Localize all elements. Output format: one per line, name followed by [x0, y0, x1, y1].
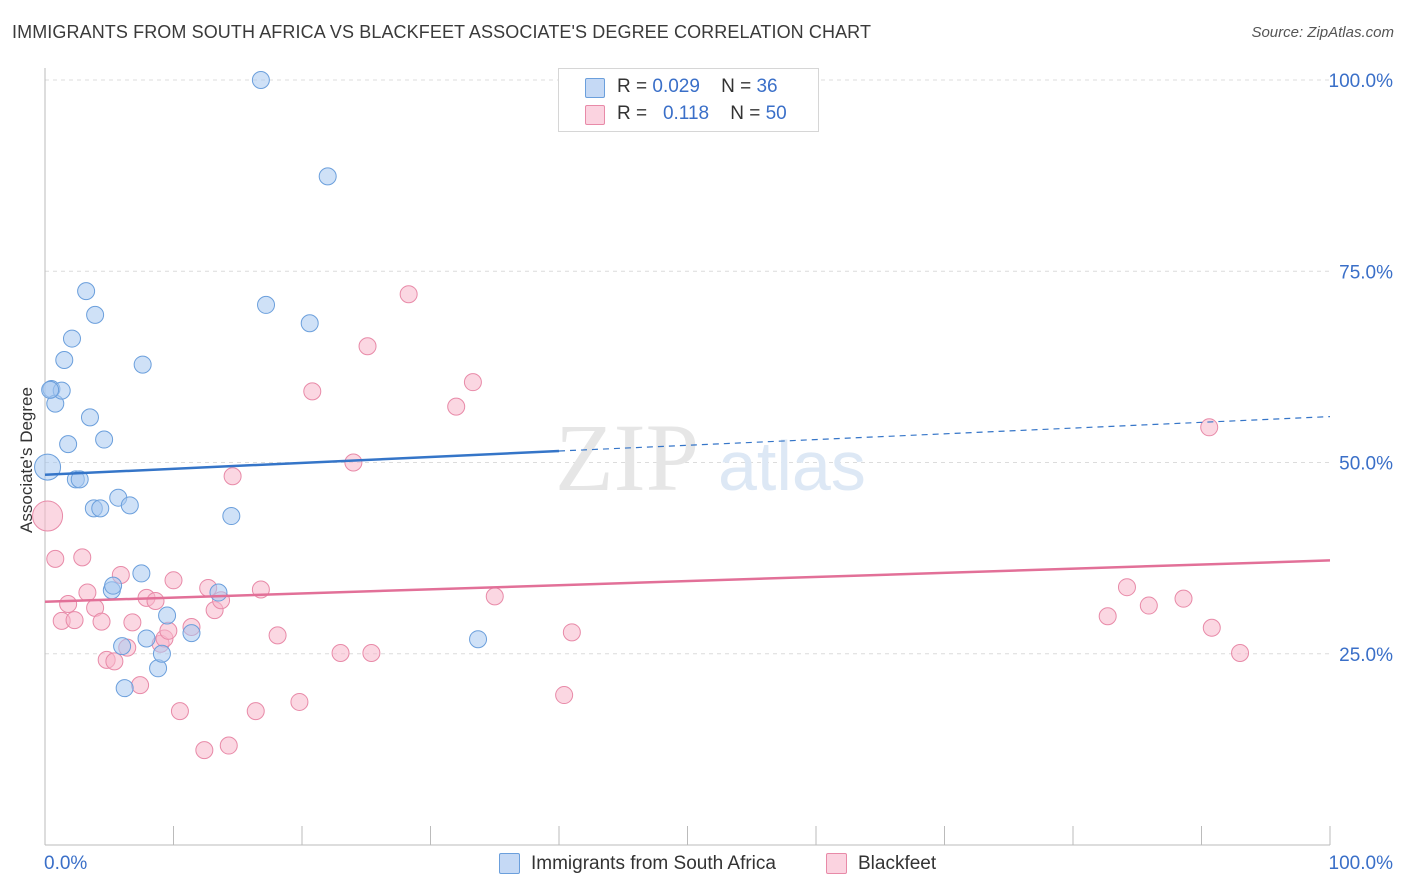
point-blackfeet-6[interactable]	[78, 583, 97, 602]
watermark-atlas: atlas	[718, 427, 866, 505]
point-blackfeet-34[interactable]	[331, 643, 350, 662]
x-tick-label-100: 100.0%	[1329, 853, 1394, 874]
point-blackfeet-42[interactable]	[555, 686, 574, 705]
point-south-africa-9[interactable]	[77, 282, 96, 301]
legend-label: Immigrants from South Africa	[531, 853, 776, 874]
point-south-africa-14[interactable]	[95, 430, 114, 449]
point-blackfeet-45[interactable]	[1117, 578, 1136, 597]
stats-text: R = 0.118 N = 50	[617, 103, 787, 124]
point-blackfeet-33[interactable]	[303, 382, 322, 401]
point-south-africa-32[interactable]	[300, 314, 319, 333]
n-value: 36	[756, 76, 778, 97]
x-tick-label-0: 0.0%	[44, 853, 87, 874]
legend-swatch-blue	[499, 853, 520, 874]
point-blackfeet-14[interactable]	[131, 676, 150, 695]
chart-title: IMMIGRANTS FROM SOUTH AFRICA VS BLACKFEE…	[12, 22, 872, 42]
tick-labels: 100.0% 75.0% 50.0% 25.0% 0.0% 100.0%	[44, 71, 1393, 874]
point-south-africa-4[interactable]	[55, 350, 74, 369]
point-blackfeet-40[interactable]	[463, 373, 482, 392]
point-south-africa-34[interactable]	[469, 630, 488, 649]
point-blackfeet-41[interactable]	[485, 587, 504, 606]
point-south-africa-22[interactable]	[133, 355, 152, 374]
point-south-africa-29[interactable]	[222, 507, 241, 526]
point-south-africa-16[interactable]	[104, 576, 123, 595]
point-south-africa-25[interactable]	[152, 644, 171, 663]
legend-swatch-pink	[585, 105, 605, 125]
stats-text: R = 0.029 N = 36	[617, 76, 778, 97]
point-blackfeet-19[interactable]	[159, 621, 178, 640]
y-tick-label-75: 75.0%	[1339, 262, 1393, 283]
stats-legend: R = 0.029 N = 36 R = 0.118 N = 50	[558, 68, 819, 132]
point-south-africa-13[interactable]	[91, 499, 110, 518]
point-blackfeet-44[interactable]	[1098, 607, 1117, 626]
point-south-africa-8[interactable]	[70, 470, 89, 489]
trend-line-south-africa	[44, 449, 560, 476]
point-south-africa-33[interactable]	[318, 167, 337, 186]
point-blackfeet-27[interactable]	[219, 736, 238, 755]
trend-line-blackfeet	[44, 559, 1331, 603]
point-blackfeet-28[interactable]	[223, 467, 242, 486]
point-blackfeet-13[interactable]	[123, 613, 142, 632]
point-blackfeet-20[interactable]	[164, 571, 183, 590]
point-blackfeet-35[interactable]	[344, 453, 363, 472]
point-south-africa-30[interactable]	[251, 71, 270, 89]
point-south-africa-18[interactable]	[113, 637, 132, 656]
point-blackfeet-46[interactable]	[1139, 596, 1158, 615]
y-tick-label-50: 50.0%	[1339, 454, 1393, 475]
point-blackfeet-37[interactable]	[362, 643, 381, 662]
point-blackfeet-48[interactable]	[1200, 418, 1219, 437]
point-south-africa-19[interactable]	[115, 679, 134, 698]
source-label: Source: ZipAtlas.com	[1251, 24, 1394, 41]
point-south-africa-31[interactable]	[257, 295, 276, 314]
trend-line-south-africa-extension	[558, 416, 1331, 452]
n-value: 50	[765, 103, 787, 124]
point-blackfeet-43[interactable]	[562, 623, 581, 642]
point-blackfeet-36[interactable]	[358, 337, 377, 356]
point-blackfeet-29[interactable]	[246, 702, 265, 721]
point-south-africa-5[interactable]	[59, 435, 78, 454]
point-blackfeet-10[interactable]	[105, 652, 124, 671]
legend-label: Blackfeet	[858, 853, 937, 874]
watermark: ZIP atlas	[555, 404, 866, 511]
point-blackfeet-16[interactable]	[146, 591, 165, 610]
point-south-africa-6[interactable]	[62, 329, 81, 348]
r-value: 0.118	[662, 103, 710, 124]
point-south-africa-27[interactable]	[182, 624, 201, 643]
point-blackfeet-47[interactable]	[1174, 589, 1193, 608]
point-blackfeet-5[interactable]	[73, 548, 92, 567]
point-blackfeet-0[interactable]	[32, 500, 64, 532]
point-south-africa-26[interactable]	[158, 606, 177, 625]
trend-lines	[44, 416, 1331, 603]
point-south-africa-35[interactable]	[41, 380, 60, 399]
point-south-africa-21[interactable]	[132, 564, 151, 583]
y-tick-label-25: 25.0%	[1339, 645, 1393, 666]
point-blackfeet-21[interactable]	[170, 702, 189, 721]
point-blackfeet-38[interactable]	[399, 285, 418, 304]
series-blackfeet-points	[32, 285, 1250, 760]
point-south-africa-20[interactable]	[120, 496, 139, 515]
legend-swatch-blue	[585, 78, 605, 98]
watermark-zip: ZIP	[555, 404, 699, 511]
point-south-africa-23[interactable]	[137, 629, 156, 648]
point-blackfeet-3[interactable]	[59, 595, 78, 614]
point-blackfeet-31[interactable]	[268, 626, 287, 645]
r-value: 0.029	[652, 76, 700, 97]
point-south-africa-28[interactable]	[209, 583, 228, 602]
point-south-africa-10[interactable]	[80, 408, 99, 427]
point-blackfeet-23[interactable]	[195, 741, 214, 760]
point-blackfeet-8[interactable]	[92, 612, 111, 631]
point-south-africa-0[interactable]	[34, 453, 62, 481]
y-tick-label-100: 100.0%	[1329, 71, 1394, 92]
point-blackfeet-4[interactable]	[65, 611, 84, 630]
point-blackfeet-49[interactable]	[1202, 618, 1221, 637]
point-south-africa-12[interactable]	[86, 305, 105, 324]
point-blackfeet-32[interactable]	[290, 692, 309, 711]
point-blackfeet-50[interactable]	[1231, 643, 1250, 662]
point-blackfeet-1[interactable]	[46, 549, 65, 568]
legend-swatch-pink	[826, 853, 847, 874]
point-blackfeet-39[interactable]	[447, 397, 466, 416]
